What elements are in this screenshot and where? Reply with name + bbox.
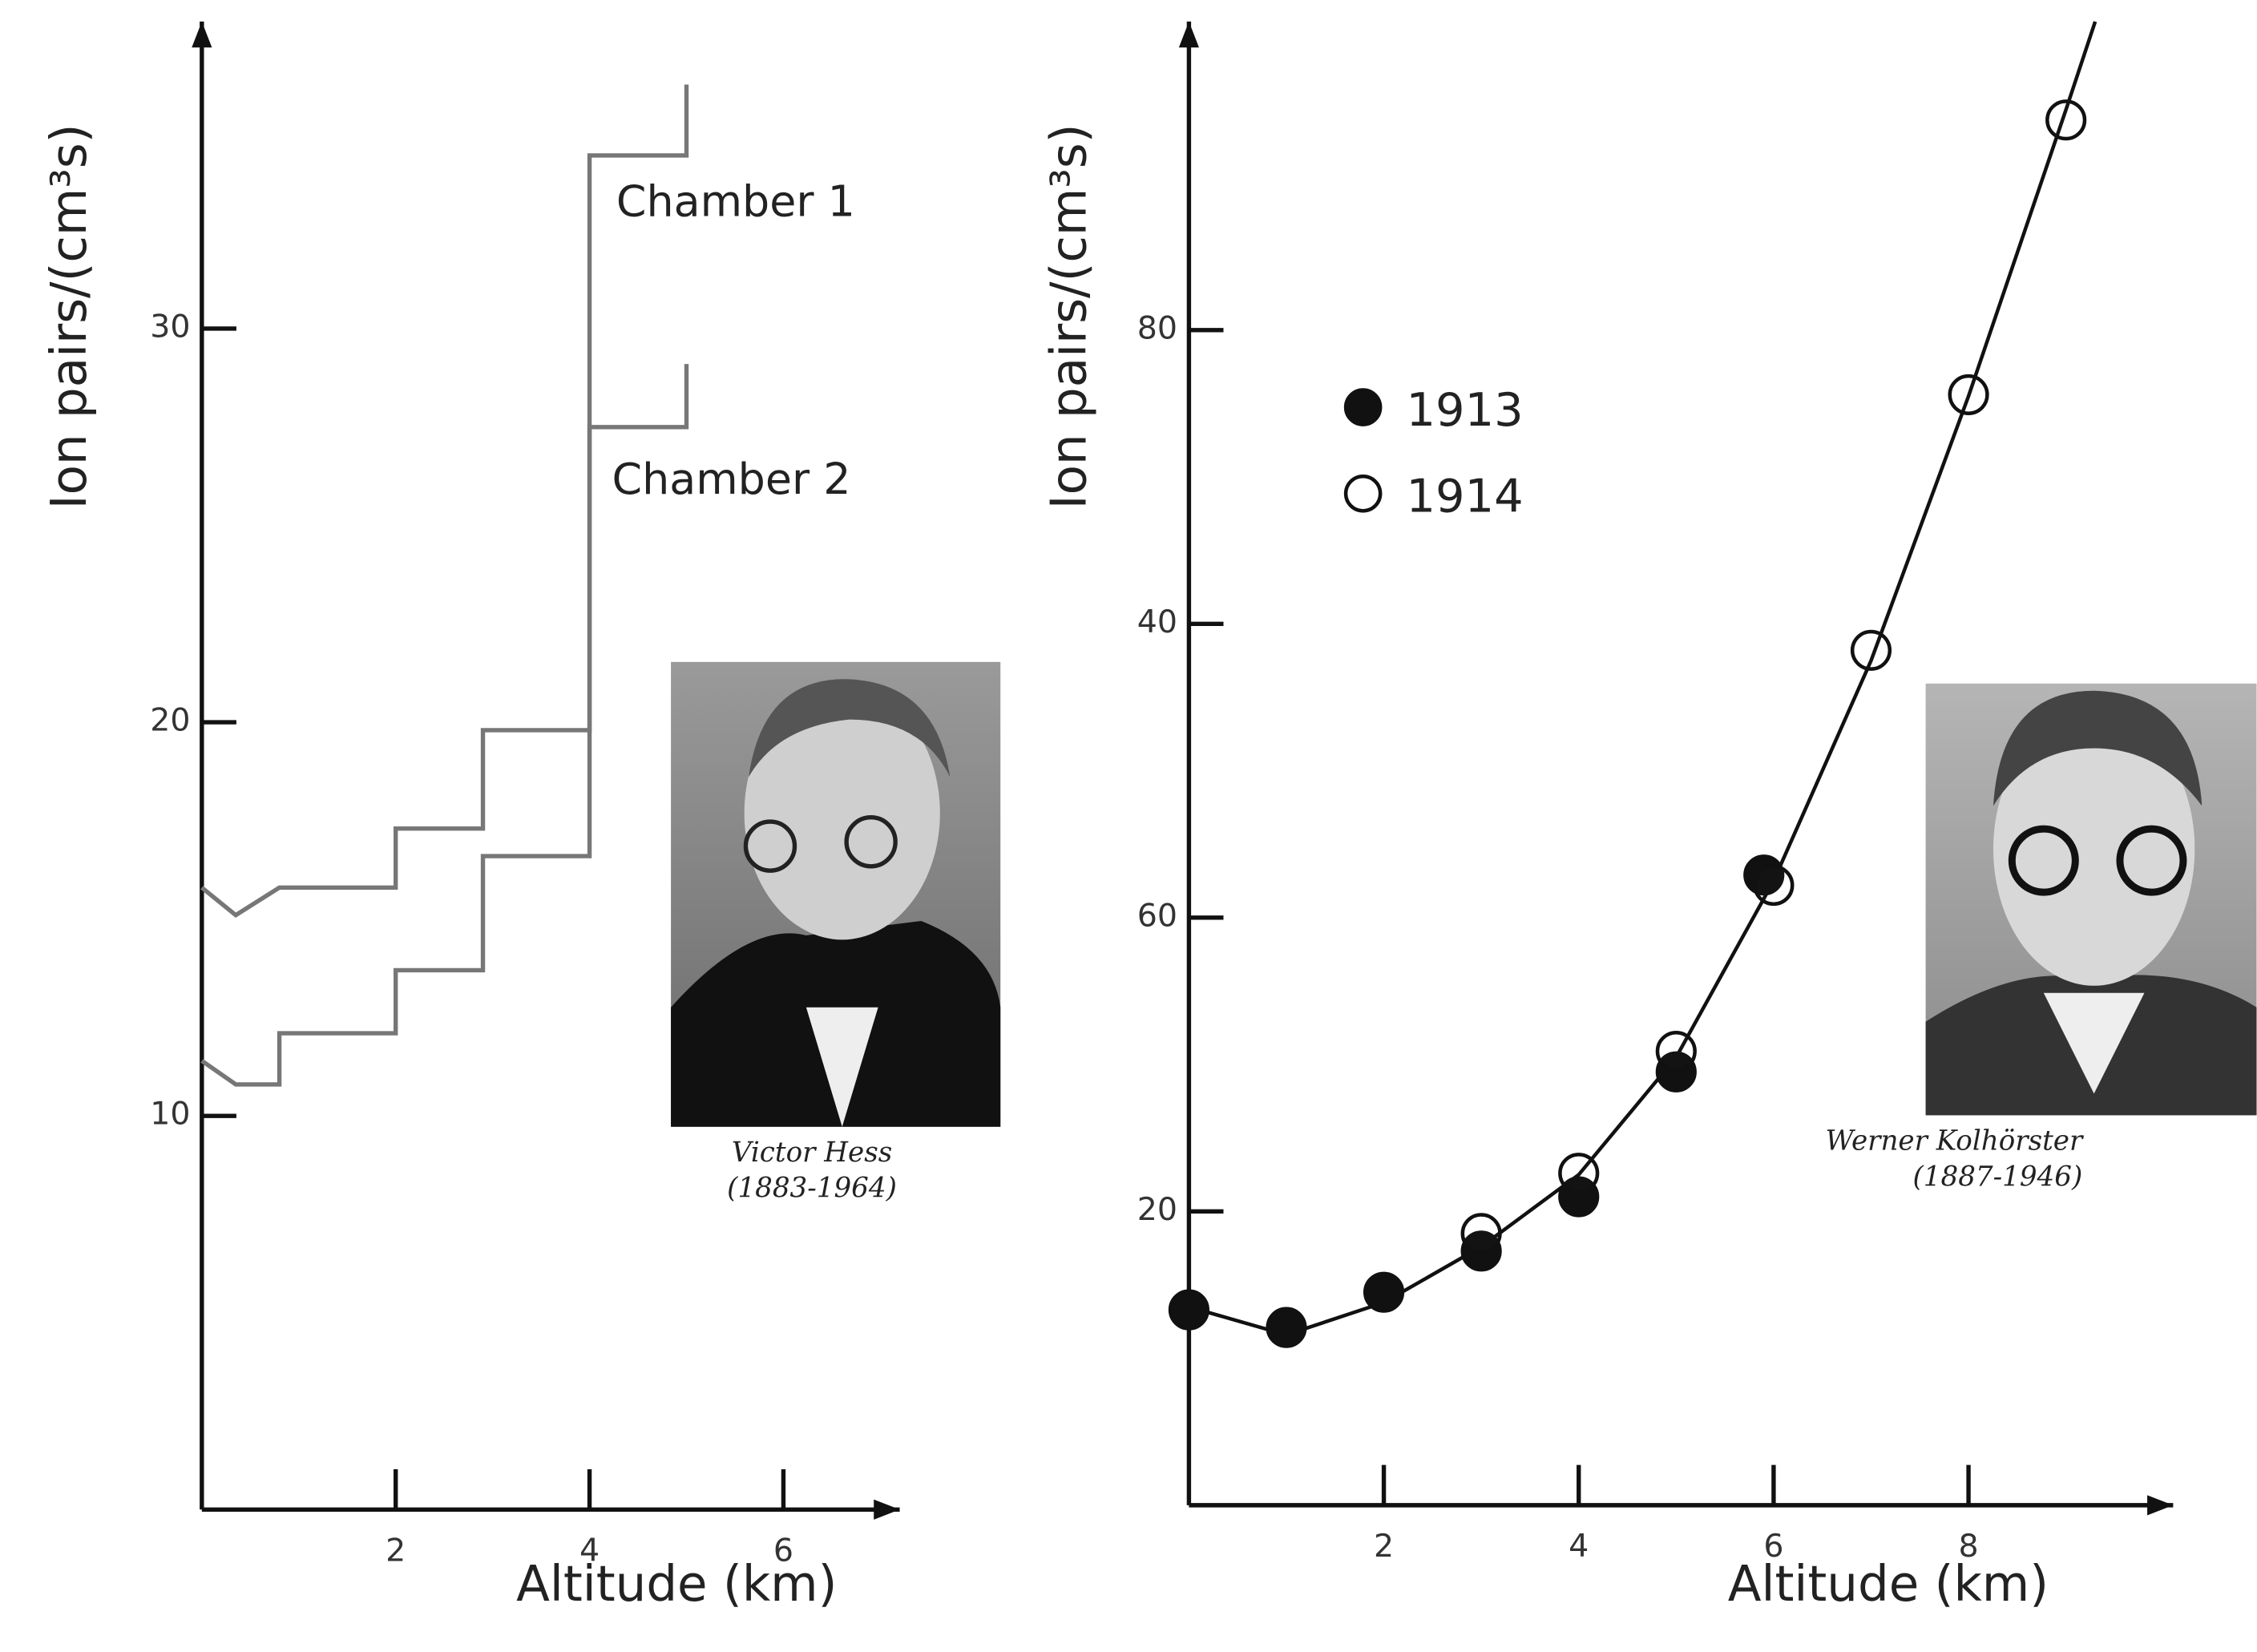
photo-caption: Victor Hess: [732, 1137, 892, 1169]
data-point: [1948, 374, 1989, 415]
y-tick-label: 80: [1137, 309, 1177, 346]
legend-label: 1914: [1406, 470, 1523, 523]
x-arrow: [874, 1499, 900, 1520]
portrait-hess: [671, 661, 1001, 1127]
legend-marker: [1343, 388, 1383, 426]
legend-marker: [1343, 474, 1383, 513]
data-point: [1363, 1271, 1405, 1313]
x-tick-label: 8: [1958, 1528, 1978, 1565]
y-arrow: [192, 21, 212, 48]
x-tick-label: 4: [579, 1533, 600, 1569]
y-axis-title: Ion pairs/(cm³s): [41, 124, 98, 510]
y-tick-label: 60: [1137, 897, 1177, 934]
y-arrow: [1178, 21, 1199, 48]
photo-caption: (1883-1964): [727, 1173, 897, 1205]
series-label: Chamber 2: [612, 454, 850, 504]
legend-label: 1913: [1406, 383, 1523, 437]
x-tick-label: 6: [773, 1533, 793, 1569]
y-tick-label: 20: [1137, 1191, 1177, 1228]
x-tick-label: 6: [1763, 1528, 1783, 1565]
data-point: [2045, 99, 2087, 141]
data-point: [1266, 1307, 1307, 1348]
series-label: Chamber 1: [616, 176, 855, 227]
photo-caption: (1887-1946): [1913, 1161, 2083, 1193]
photo-caption: Werner Kolhörster: [1826, 1125, 2084, 1157]
data-point: [1460, 1213, 1502, 1254]
x-axis-title: Altitude (km): [1728, 1556, 2049, 1613]
y-tick-label: 30: [150, 308, 190, 345]
step-line: [200, 364, 689, 1087]
x-tick-label: 4: [1569, 1528, 1589, 1565]
portrait-kolhorster: [1925, 683, 2257, 1116]
y-axis-title: Ion pairs/(cm³s): [1041, 124, 1098, 510]
data-point: [1558, 1153, 1600, 1194]
data-point: [1168, 1289, 1209, 1331]
step-line: [200, 84, 689, 919]
y-tick-label: 20: [150, 702, 190, 739]
data-point: [1655, 1031, 1697, 1072]
data-point: [1753, 864, 1795, 907]
x-arrow: [2147, 1495, 2174, 1516]
x-tick-label: 2: [1374, 1528, 1394, 1565]
data-point: [1655, 1051, 1697, 1093]
data-point: [1850, 629, 1892, 671]
x-tick-label: 2: [386, 1533, 406, 1569]
y-tick-label: 40: [1137, 604, 1177, 640]
x-axis-title: Altitude (km): [516, 1556, 837, 1613]
y-tick-label: 10: [150, 1096, 190, 1133]
